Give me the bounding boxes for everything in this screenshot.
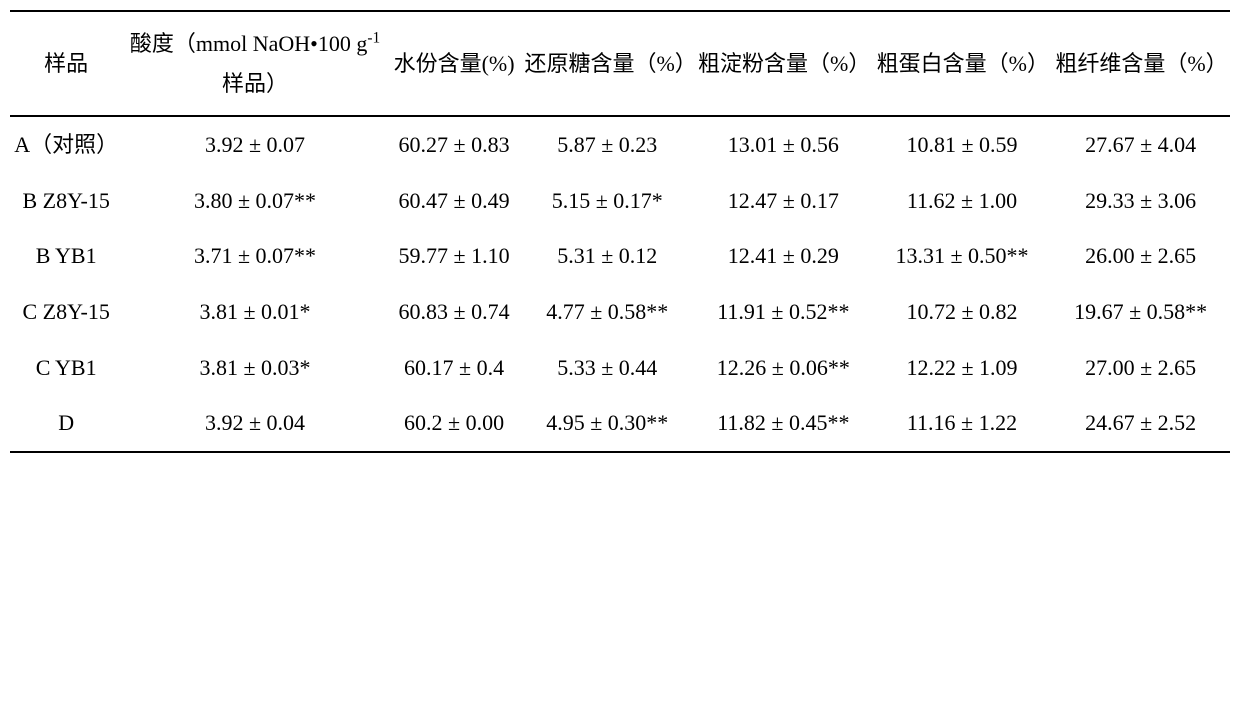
cell-sample: B Z8Y-15 — [10, 173, 122, 229]
cell-starch: 13.01 ± 0.56 — [694, 116, 873, 173]
cell-starch: 11.91 ± 0.52** — [694, 284, 873, 340]
cell-sample: B YB1 — [10, 228, 122, 284]
header-water: 水份含量(%) — [388, 11, 521, 116]
cell-starch: 12.47 ± 0.17 — [694, 173, 873, 229]
header-sugar: 还原糖含量（%） — [520, 11, 694, 116]
cell-protein: 11.62 ± 1.00 — [873, 173, 1052, 229]
cell-acidity: 3.81 ± 0.01* — [122, 284, 387, 340]
cell-fiber: 29.33 ± 3.06 — [1051, 173, 1230, 229]
header-fiber: 粗纤维含量（%） — [1051, 11, 1230, 116]
cell-acidity: 3.71 ± 0.07** — [122, 228, 387, 284]
table-header-row: 样品 酸度（mmol NaOH•100 g-1 样品） 水份含量(%) 还原糖含… — [10, 11, 1230, 116]
cell-acidity: 3.80 ± 0.07** — [122, 173, 387, 229]
cell-sugar: 5.87 ± 0.23 — [520, 116, 694, 173]
cell-protein: 11.16 ± 1.22 — [873, 395, 1052, 452]
cell-sugar: 4.95 ± 0.30** — [520, 395, 694, 452]
cell-sample: C Z8Y-15 — [10, 284, 122, 340]
cell-water: 60.27 ± 0.83 — [388, 116, 521, 173]
cell-sample: A（对照） — [10, 116, 122, 173]
cell-protein: 10.72 ± 0.82 — [873, 284, 1052, 340]
cell-starch: 11.82 ± 0.45** — [694, 395, 873, 452]
cell-sugar: 4.77 ± 0.58** — [520, 284, 694, 340]
cell-sample: C YB1 — [10, 340, 122, 396]
cell-water: 60.2 ± 0.00 — [388, 395, 521, 452]
cell-protein: 13.31 ± 0.50** — [873, 228, 1052, 284]
data-table: 样品 酸度（mmol NaOH•100 g-1 样品） 水份含量(%) 还原糖含… — [10, 10, 1230, 453]
cell-sugar: 5.33 ± 0.44 — [520, 340, 694, 396]
cell-acidity: 3.92 ± 0.07 — [122, 116, 387, 173]
cell-sugar: 5.31 ± 0.12 — [520, 228, 694, 284]
cell-fiber: 27.00 ± 2.65 — [1051, 340, 1230, 396]
header-sample: 样品 — [10, 11, 122, 116]
cell-water: 60.17 ± 0.4 — [388, 340, 521, 396]
cell-water: 59.77 ± 1.10 — [388, 228, 521, 284]
cell-fiber: 24.67 ± 2.52 — [1051, 395, 1230, 452]
cell-starch: 12.26 ± 0.06** — [694, 340, 873, 396]
cell-sample: D — [10, 395, 122, 452]
header-acidity: 酸度（mmol NaOH•100 g-1 样品） — [122, 11, 387, 116]
cell-water: 60.83 ± 0.74 — [388, 284, 521, 340]
cell-protein: 12.22 ± 1.09 — [873, 340, 1052, 396]
cell-protein: 10.81 ± 0.59 — [873, 116, 1052, 173]
table-row: A（对照） 3.92 ± 0.07 60.27 ± 0.83 5.87 ± 0.… — [10, 116, 1230, 173]
cell-sugar: 5.15 ± 0.17* — [520, 173, 694, 229]
cell-acidity: 3.92 ± 0.04 — [122, 395, 387, 452]
cell-fiber: 26.00 ± 2.65 — [1051, 228, 1230, 284]
header-starch: 粗淀粉含量（%） — [694, 11, 873, 116]
table-row: B Z8Y-15 3.80 ± 0.07** 60.47 ± 0.49 5.15… — [10, 173, 1230, 229]
cell-starch: 12.41 ± 0.29 — [694, 228, 873, 284]
table-row: C YB1 3.81 ± 0.03* 60.17 ± 0.4 5.33 ± 0.… — [10, 340, 1230, 396]
cell-water: 60.47 ± 0.49 — [388, 173, 521, 229]
header-protein: 粗蛋白含量（%） — [873, 11, 1052, 116]
table-row: D 3.92 ± 0.04 60.2 ± 0.00 4.95 ± 0.30** … — [10, 395, 1230, 452]
table-body: A（对照） 3.92 ± 0.07 60.27 ± 0.83 5.87 ± 0.… — [10, 116, 1230, 452]
cell-acidity: 3.81 ± 0.03* — [122, 340, 387, 396]
cell-fiber: 19.67 ± 0.58** — [1051, 284, 1230, 340]
cell-fiber: 27.67 ± 4.04 — [1051, 116, 1230, 173]
table-row: B YB1 3.71 ± 0.07** 59.77 ± 1.10 5.31 ± … — [10, 228, 1230, 284]
table-row: C Z8Y-15 3.81 ± 0.01* 60.83 ± 0.74 4.77 … — [10, 284, 1230, 340]
